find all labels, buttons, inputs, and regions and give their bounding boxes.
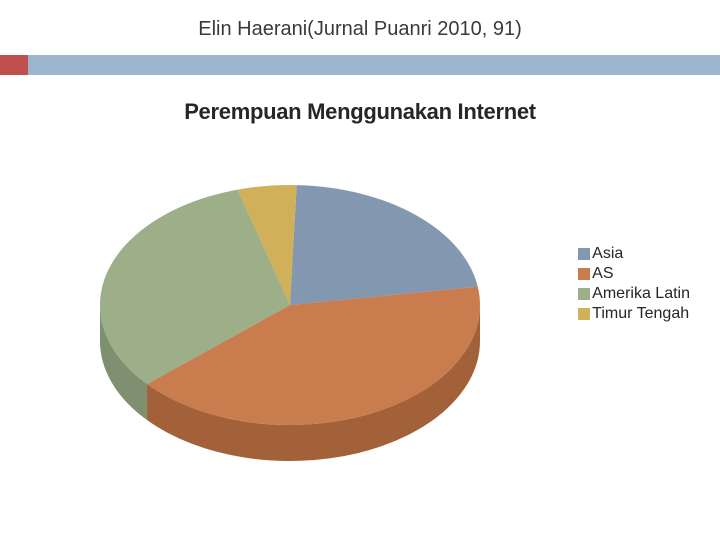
legend-swatch [578,248,590,260]
legend-swatch [578,308,590,320]
slide-source-title: Elin Haerani(Jurnal Puanri 2010, 91) [198,18,522,40]
chart-stage: Asia AS Amerika Latin Timur Tengah [0,125,720,505]
pie-chart [90,155,490,475]
legend-swatch [578,288,590,300]
title-bar-accent [0,55,28,75]
legend: Asia AS Amerika Latin Timur Tengah [578,245,690,323]
legend-label: Timur Tengah [592,305,689,323]
pie-svg [90,155,490,475]
legend-swatch [578,268,590,280]
legend-label: AS [592,265,613,283]
legend-item: Amerika Latin [578,285,690,303]
title-bar [0,55,720,75]
legend-item: Asia [578,245,690,263]
slide-header: Elin Haerani(Jurnal Puanri 2010, 91) [0,0,720,51]
legend-item: AS [578,265,690,283]
legend-label: Amerika Latin [592,285,690,303]
title-underline [0,51,720,77]
chart-title: Perempuan Menggunakan Internet [0,99,720,125]
legend-label: Asia [592,245,623,263]
legend-item: Timur Tengah [578,305,690,323]
pie-slice [290,185,478,305]
title-bar-main [28,55,720,75]
